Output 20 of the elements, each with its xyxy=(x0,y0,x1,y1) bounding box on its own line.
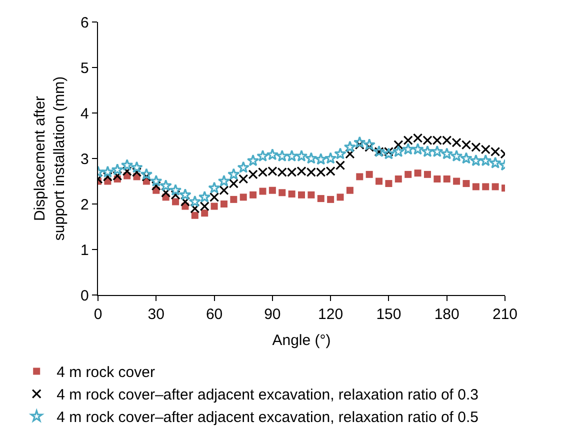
x-tick-label: 180 xyxy=(434,306,460,324)
y-tick-label: 5 xyxy=(80,60,89,77)
x-axis-title: Angle (°) xyxy=(272,332,331,350)
x-tick-label: 60 xyxy=(206,306,223,324)
y-tick-label: 2 xyxy=(80,196,89,214)
x-tick-label: 210 xyxy=(492,306,518,324)
x-tick-label: 0 xyxy=(94,306,102,324)
y-tick-label: 0 xyxy=(80,287,89,304)
y-tick-label: 4 xyxy=(80,105,89,122)
legend-label: 4 m rock cover–after adjacent excavation, relaxation ratio of 0.3 xyxy=(56,386,478,404)
legend-label: 4 m rock cover xyxy=(56,364,155,382)
y-tick-label: 3 xyxy=(80,150,89,168)
y-axis-title: Displacement after support installation (mm) xyxy=(31,76,68,241)
legend-label: 4 m rock cover–after adjacent excavation, relaxation ratio of 0.5 xyxy=(56,409,478,426)
x-tick-label: 120 xyxy=(318,306,344,324)
x-tick-label: 150 xyxy=(376,306,402,324)
y-tick-label: 1 xyxy=(80,242,89,259)
y-tick-label: 6 xyxy=(80,14,89,32)
x-tick-label: 30 xyxy=(148,306,164,324)
x-tick-label: 90 xyxy=(264,306,281,324)
